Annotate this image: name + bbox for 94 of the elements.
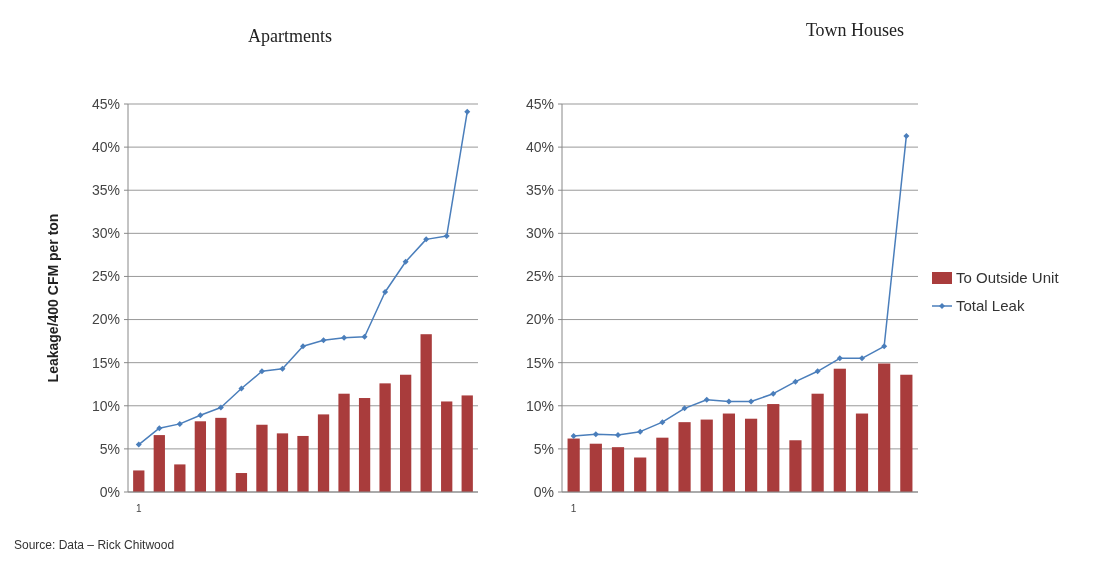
point xyxy=(903,132,910,139)
point xyxy=(659,419,666,426)
point xyxy=(443,232,450,239)
point xyxy=(464,108,471,115)
bar xyxy=(317,414,330,492)
y-tick-label: 5% xyxy=(533,440,554,457)
x-tick-label: 1 xyxy=(136,503,142,514)
bar xyxy=(678,422,691,492)
point xyxy=(279,365,286,372)
y-tick-label: 35% xyxy=(91,182,120,199)
point xyxy=(135,441,142,448)
point xyxy=(176,420,183,427)
y-tick-label: 10% xyxy=(91,397,120,414)
bar xyxy=(611,447,625,492)
point xyxy=(341,334,348,341)
bar xyxy=(700,419,713,492)
y-tick-label: 45% xyxy=(91,95,120,112)
y-tick-label: 5% xyxy=(99,440,120,457)
y-tick-label: 35% xyxy=(525,182,554,199)
point xyxy=(881,343,888,350)
bar xyxy=(589,443,602,492)
bar xyxy=(722,413,736,492)
point xyxy=(592,431,599,438)
bar xyxy=(358,398,371,492)
bar xyxy=(174,464,186,492)
bar xyxy=(153,435,165,492)
bar xyxy=(656,437,669,492)
bar xyxy=(811,393,824,492)
point xyxy=(637,428,644,435)
point xyxy=(156,425,163,432)
y-tick-label: 0% xyxy=(99,483,120,500)
bar xyxy=(767,404,780,492)
bar xyxy=(235,473,248,492)
point xyxy=(570,432,577,439)
bar xyxy=(133,470,145,492)
bar xyxy=(744,418,758,492)
point xyxy=(858,355,865,362)
point xyxy=(836,355,843,362)
bar xyxy=(900,374,913,492)
point xyxy=(792,378,799,385)
legend-label: To Outside Unit xyxy=(956,269,1060,287)
point xyxy=(197,412,204,419)
point xyxy=(703,396,710,403)
source-note: Source: Data – Rick Chitwood xyxy=(14,538,175,552)
bar xyxy=(634,457,647,492)
y-tick-label: 20% xyxy=(91,311,120,328)
point xyxy=(814,368,821,375)
chart-title: Town Houses xyxy=(805,20,905,40)
x-tick-label: 1 xyxy=(570,503,577,514)
point xyxy=(748,398,755,405)
point xyxy=(238,385,245,392)
y-tick-label: 25% xyxy=(525,268,554,285)
point xyxy=(300,343,306,350)
y-tick-label: 30% xyxy=(91,225,120,242)
chart-title: Apartments xyxy=(248,26,332,46)
point xyxy=(320,337,327,344)
y-tick-label: 20% xyxy=(525,311,554,328)
point xyxy=(770,390,777,397)
y-tick-label: 30% xyxy=(525,225,554,242)
point xyxy=(361,333,368,340)
bar xyxy=(215,417,227,492)
bar xyxy=(276,433,289,492)
bar xyxy=(855,413,869,492)
bar xyxy=(297,435,309,492)
bar xyxy=(461,395,473,492)
y-tick-label: 45% xyxy=(525,95,554,112)
bar xyxy=(194,421,207,492)
point xyxy=(217,404,224,411)
point xyxy=(402,258,409,265)
point xyxy=(423,236,430,243)
legend-label: Total Leak xyxy=(956,297,1025,315)
y-tick-label: 40% xyxy=(525,139,554,156)
y-tick-label: 40% xyxy=(91,139,120,156)
point xyxy=(615,432,622,439)
y-axis-title: Leakage/400 CFM per ton xyxy=(45,213,61,383)
y-tick-label: 0% xyxy=(533,483,554,500)
bar xyxy=(789,440,802,492)
bar xyxy=(878,363,891,492)
y-tick-label: 10% xyxy=(525,397,554,414)
point xyxy=(382,288,389,295)
bar xyxy=(379,383,391,492)
bar xyxy=(567,438,580,492)
bar xyxy=(420,334,432,492)
bar xyxy=(399,374,412,492)
bar xyxy=(338,393,350,492)
y-tick-label: 15% xyxy=(525,354,554,371)
bar xyxy=(441,401,453,492)
point xyxy=(258,368,265,375)
bar xyxy=(256,424,268,492)
y-tick-label: 15% xyxy=(91,354,120,371)
point xyxy=(681,405,688,412)
point xyxy=(725,398,732,405)
bar xyxy=(833,368,846,492)
y-tick-label: 25% xyxy=(91,268,120,285)
